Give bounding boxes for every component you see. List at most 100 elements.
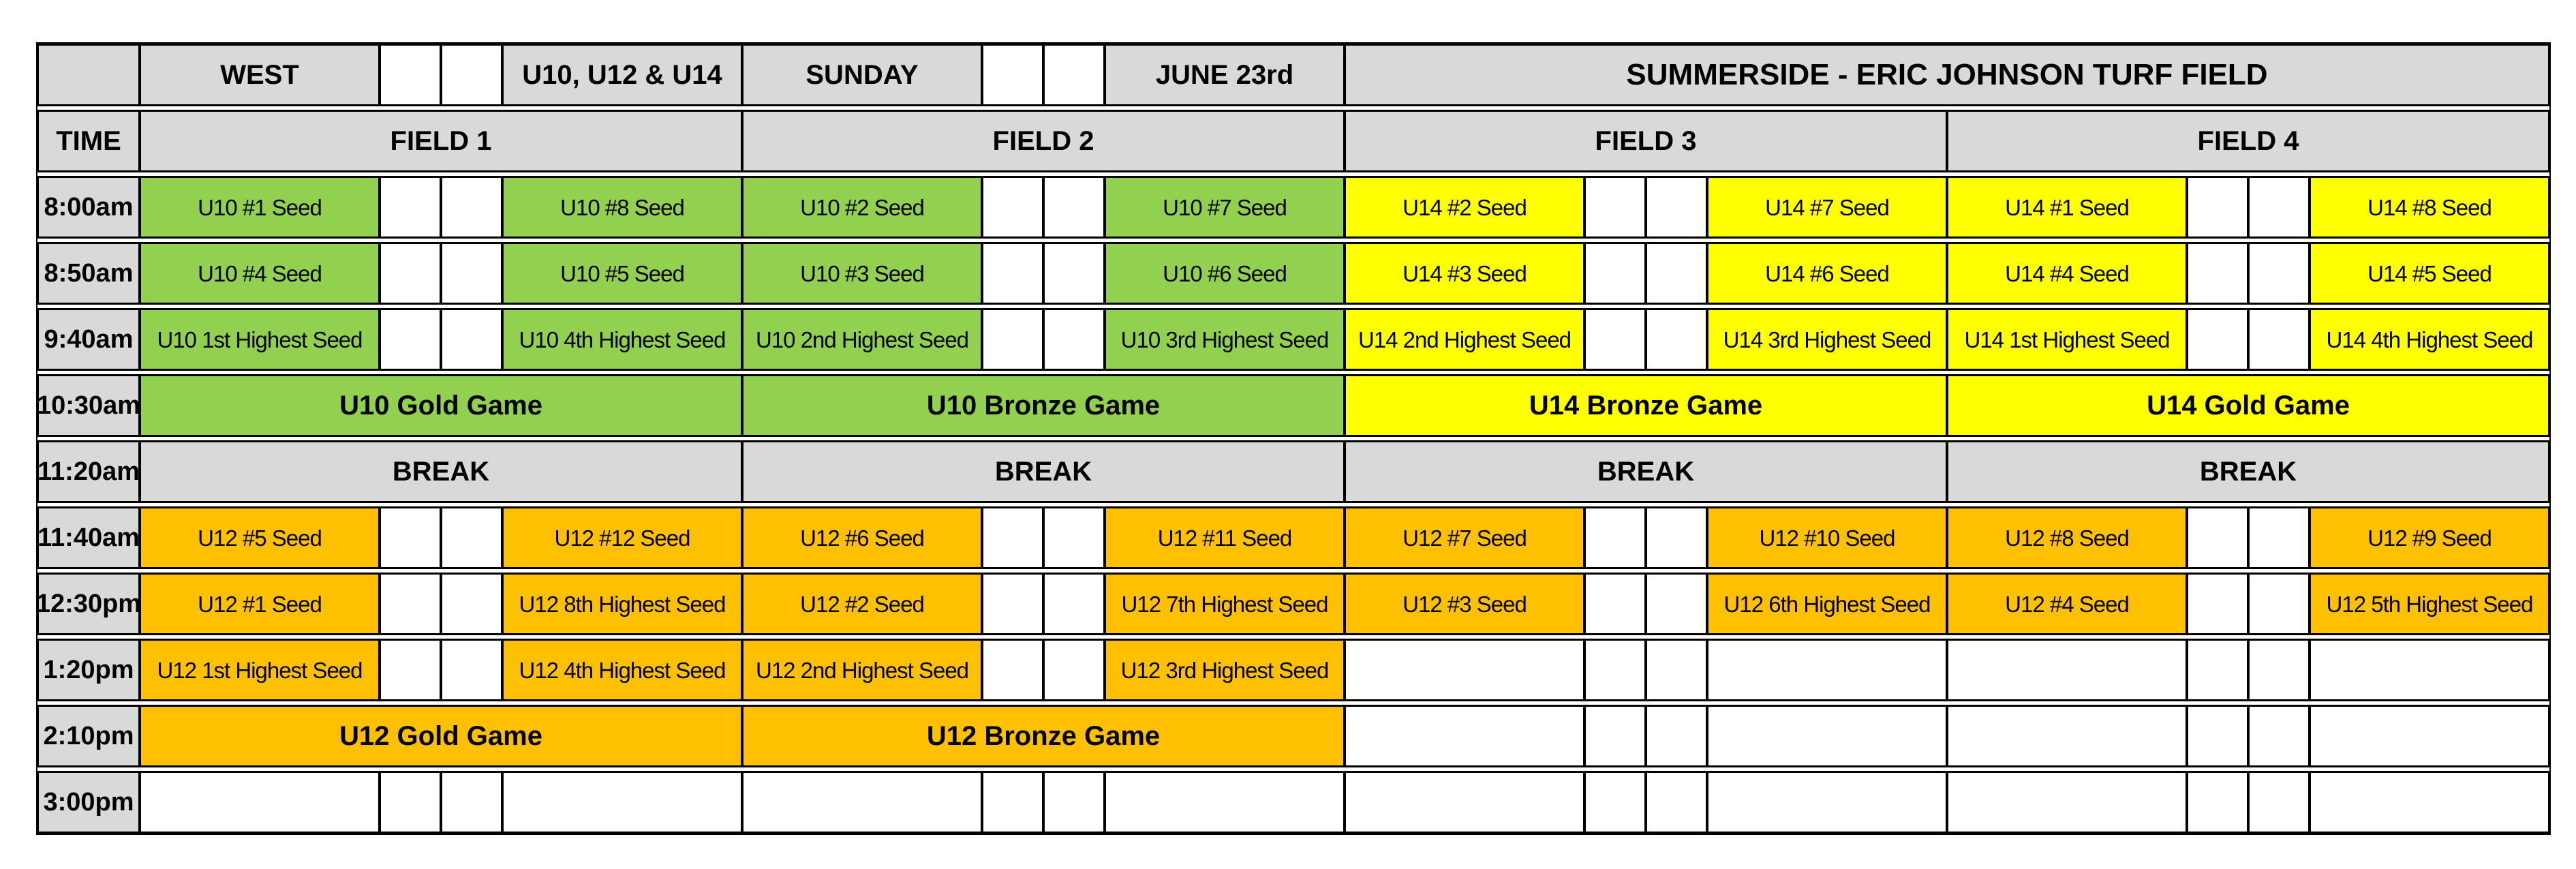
gap-cell	[1043, 176, 1105, 239]
gap-cell	[2187, 506, 2248, 569]
gap-cell	[1043, 771, 1105, 834]
gap-cell	[982, 639, 1043, 701]
gap-cell	[1584, 639, 1646, 701]
gap-cell	[2187, 771, 2248, 834]
time-cell: 1:20pm	[37, 639, 140, 701]
game-cell: U10 Gold Game	[140, 374, 742, 437]
empty-cell	[1707, 705, 1947, 767]
gap-cell	[2248, 705, 2310, 767]
field-header-cell: FIELD 2	[742, 110, 1345, 172]
gap-cell	[1043, 242, 1105, 305]
gap-cell	[2248, 242, 2310, 305]
gap-cell	[1043, 308, 1105, 371]
gap-cell	[1584, 705, 1646, 767]
game-cell: BREAK	[742, 440, 1345, 503]
gap-cell	[441, 506, 502, 569]
gap-cell	[2187, 573, 2248, 635]
game-cell: U12 Bronze Game	[742, 705, 1345, 767]
field-header-cell: FIELD 3	[1345, 110, 1947, 172]
match-cell: U12 #10 Seed	[1707, 506, 1947, 569]
gap-cell	[1584, 573, 1646, 635]
time-cell: 2:10pm	[37, 705, 140, 767]
match-cell: U10 2nd Highest Seed	[742, 308, 982, 371]
gap-cell	[1646, 705, 1707, 767]
match-cell: U12 2nd Highest Seed	[742, 639, 982, 701]
field-header-cell: FIELD 1	[140, 110, 742, 172]
tournament-schedule-sheet: WEST U10, U12 & U14 SUNDAY JUNE 23rd SUM…	[36, 42, 2551, 835]
gap-cell	[2187, 176, 2248, 239]
match-cell: U10 #8 Seed	[502, 176, 742, 239]
gap-cell	[982, 573, 1043, 635]
gap-cell	[1646, 573, 1707, 635]
header-club-cell: WEST	[140, 44, 380, 106]
match-cell: U12 #6 Seed	[742, 506, 982, 569]
empty-cell	[742, 771, 982, 834]
gap-cell	[1646, 242, 1707, 305]
time-cell: 10:30am	[37, 374, 140, 437]
match-cell: U12 #1 Seed	[140, 573, 380, 635]
header-division-cell: U10, U12 & U14	[502, 44, 742, 106]
gap-cell	[441, 44, 502, 106]
match-cell: U14 #4 Seed	[1947, 242, 2187, 305]
empty-cell	[1105, 771, 1345, 834]
gap-cell	[441, 573, 502, 635]
gap-cell	[1584, 506, 1646, 569]
gap-cell	[1043, 573, 1105, 635]
header-date-cell: JUNE 23rd	[1105, 44, 1345, 106]
gap-cell	[380, 308, 441, 371]
gap-cell	[982, 242, 1043, 305]
gap-cell	[380, 573, 441, 635]
match-cell: U10 #5 Seed	[502, 242, 742, 305]
gap-cell	[2187, 308, 2248, 371]
match-cell: U12 #2 Seed	[742, 573, 982, 635]
gap-cell	[441, 308, 502, 371]
gap-cell	[2248, 771, 2310, 834]
gap-cell	[1043, 506, 1105, 569]
match-cell: U10 1st Highest Seed	[140, 308, 380, 371]
gap-cell	[380, 242, 441, 305]
gap-cell	[441, 771, 502, 834]
empty-cell	[1707, 639, 1947, 701]
match-cell: U14 #1 Seed	[1947, 176, 2187, 239]
gap-cell	[441, 176, 502, 239]
venue-cell: SUMMERSIDE - ERIC JOHNSON TURF FIELD	[1345, 44, 2549, 106]
field-header-cell: FIELD 4	[1947, 110, 2549, 172]
gap-cell	[982, 771, 1043, 834]
gap-cell	[1584, 176, 1646, 239]
gap-cell	[982, 44, 1043, 106]
gap-cell	[2187, 639, 2248, 701]
gap-cell	[1646, 639, 1707, 701]
match-cell: U10 #7 Seed	[1105, 176, 1345, 239]
match-cell: U14 4th Highest Seed	[2310, 308, 2549, 371]
gap-cell	[2248, 176, 2310, 239]
match-cell: U12 #12 Seed	[502, 506, 742, 569]
match-cell: U12 #11 Seed	[1105, 506, 1345, 569]
match-cell: U12 3rd Highest Seed	[1105, 639, 1345, 701]
match-cell: U10 #3 Seed	[742, 242, 982, 305]
empty-cell	[1345, 705, 1584, 767]
gap-cell	[1584, 308, 1646, 371]
gap-cell	[2187, 242, 2248, 305]
gap-cell	[2248, 573, 2310, 635]
gap-cell	[1584, 771, 1646, 834]
match-cell: U12 6th Highest Seed	[1707, 573, 1947, 635]
gap-cell	[2248, 639, 2310, 701]
gap-cell	[982, 308, 1043, 371]
empty-cell	[1947, 705, 2187, 767]
schedule-table: WEST U10, U12 & U14 SUNDAY JUNE 23rd SUM…	[36, 42, 2551, 835]
match-cell: U12 1st Highest Seed	[140, 639, 380, 701]
match-cell: U10 3rd Highest Seed	[1105, 308, 1345, 371]
game-cell: U14 Bronze Game	[1345, 374, 1947, 437]
gap-cell	[1646, 771, 1707, 834]
time-cell: 11:20am	[37, 440, 140, 503]
match-cell: U10 4th Highest Seed	[502, 308, 742, 371]
empty-cell	[2310, 771, 2549, 834]
match-cell: U14 #3 Seed	[1345, 242, 1584, 305]
match-cell: U12 7th Highest Seed	[1105, 573, 1345, 635]
gap-cell	[1646, 308, 1707, 371]
empty-cell	[1345, 639, 1584, 701]
empty-cell	[1947, 771, 2187, 834]
empty-cell	[140, 771, 380, 834]
empty-cell	[1707, 771, 1947, 834]
